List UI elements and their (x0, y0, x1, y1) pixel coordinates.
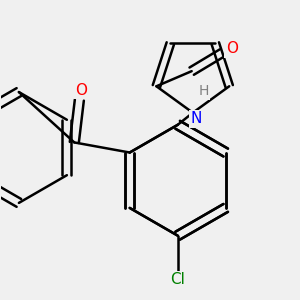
Text: Cl: Cl (170, 272, 185, 287)
Text: H: H (199, 84, 209, 98)
Text: O: O (75, 82, 87, 98)
Text: O: O (226, 41, 238, 56)
Text: N: N (190, 111, 202, 126)
